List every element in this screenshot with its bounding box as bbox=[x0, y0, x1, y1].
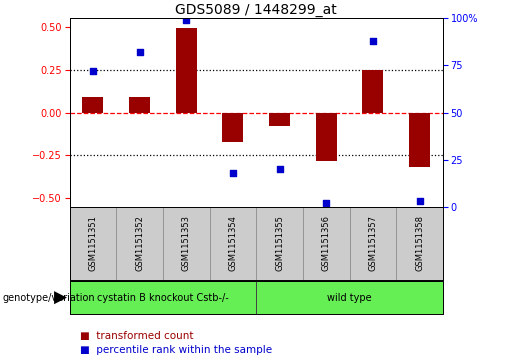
Point bbox=[229, 170, 237, 176]
Bar bbox=[129, 97, 150, 113]
Point bbox=[182, 17, 191, 23]
Title: GDS5089 / 1448299_at: GDS5089 / 1448299_at bbox=[175, 3, 337, 17]
Text: ■  transformed count: ■ transformed count bbox=[80, 331, 193, 341]
Bar bbox=[316, 113, 337, 160]
Bar bbox=[222, 113, 244, 142]
Point bbox=[276, 166, 284, 172]
Text: GSM1151357: GSM1151357 bbox=[368, 215, 377, 271]
Bar bbox=[350, 207, 396, 280]
Point bbox=[135, 49, 144, 55]
Bar bbox=[176, 28, 197, 113]
Text: wild type: wild type bbox=[327, 293, 372, 303]
Text: GSM1151358: GSM1151358 bbox=[415, 215, 424, 271]
Bar bbox=[256, 207, 303, 280]
Text: GSM1151352: GSM1151352 bbox=[135, 215, 144, 271]
Bar bbox=[163, 207, 210, 280]
Point bbox=[369, 38, 377, 44]
Bar bbox=[409, 113, 430, 167]
Text: GSM1151356: GSM1151356 bbox=[322, 215, 331, 271]
Bar bbox=[70, 281, 256, 314]
Bar bbox=[303, 207, 350, 280]
Text: cystatin B knockout Cstb-/-: cystatin B knockout Cstb-/- bbox=[97, 293, 229, 303]
Bar bbox=[82, 97, 104, 113]
Point bbox=[89, 68, 97, 74]
Bar bbox=[269, 113, 290, 126]
Text: ■  percentile rank within the sample: ■ percentile rank within the sample bbox=[80, 345, 272, 355]
Bar bbox=[256, 281, 443, 314]
Bar bbox=[396, 207, 443, 280]
Text: GSM1151354: GSM1151354 bbox=[228, 215, 237, 271]
Text: GSM1151355: GSM1151355 bbox=[275, 215, 284, 271]
Text: genotype/variation: genotype/variation bbox=[3, 293, 95, 303]
Text: GSM1151351: GSM1151351 bbox=[89, 215, 97, 271]
Bar bbox=[70, 207, 116, 280]
Bar bbox=[363, 70, 383, 113]
Bar bbox=[210, 207, 256, 280]
Point bbox=[322, 200, 330, 206]
Text: GSM1151353: GSM1151353 bbox=[182, 215, 191, 271]
Bar bbox=[116, 207, 163, 280]
Point bbox=[416, 198, 424, 204]
